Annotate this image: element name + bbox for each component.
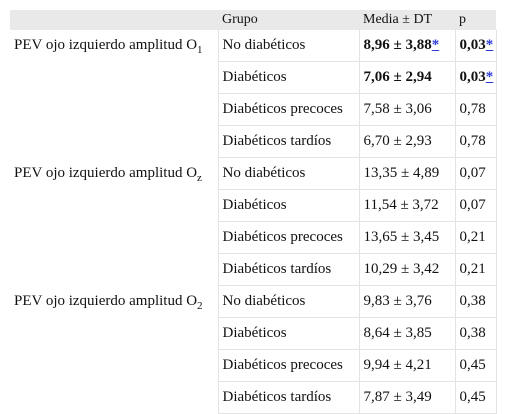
table-row: Diabéticos 8,64 ± 3,85 0,38	[10, 317, 497, 350]
table-row: Diabéticos precoces 13,65 ± 3,45 0,21	[10, 221, 497, 254]
p-value: 0,78	[459, 133, 486, 149]
p-value: 0,21	[459, 229, 486, 245]
p-cell: 0,03*	[454, 61, 497, 94]
p-value: 0,38	[459, 325, 486, 341]
table-row: Diabéticos 11,54 ± 3,72 0,07	[10, 189, 497, 222]
p-value: 0,07	[459, 165, 486, 181]
p-value: 0,45	[459, 389, 486, 405]
measure-label-cell: PEV ojo izquierdo amplitud O2	[10, 286, 218, 414]
table-row: Diabéticos 7,06 ± 2,94 0,03*	[10, 61, 497, 94]
header-grupo: Grupo	[218, 10, 359, 30]
p-cell: 0,38	[454, 317, 497, 350]
media-cell: 10,29 ± 3,42	[358, 253, 455, 286]
group-cell: Diabéticos tardíos	[217, 381, 359, 414]
media-significance-link[interactable]: *	[431, 37, 440, 53]
media-cell: 7,58 ± 3,06	[358, 93, 455, 126]
table-body: PEV ojo izquierdo amplitud O1 No diabétic…	[10, 30, 497, 414]
table-row: PEV ojo izquierdo amplitud Oz No diabétic…	[10, 157, 497, 190]
header-blank	[10, 10, 218, 30]
group-cell: No diabéticos	[217, 285, 359, 318]
media-cell: 8,96 ± 3,88*	[358, 30, 455, 62]
group-cell: Diabéticos	[217, 189, 359, 222]
table-row: Diabéticos tardíos 10,29 ± 3,42 0,21	[10, 253, 497, 286]
table-row: Diabéticos precoces 9,94 ± 4,21 0,45	[10, 349, 497, 382]
media-value: 8,96 ± 3,88	[363, 37, 432, 53]
header-media: Media ± DT	[359, 10, 455, 30]
group-cell: Diabéticos precoces	[217, 221, 359, 254]
measure-label-subscript: 2	[197, 299, 203, 312]
measure-label: PEV ojo izquierdo amplitud O	[14, 292, 198, 309]
p-significance-link[interactable]: *	[485, 37, 494, 53]
header-row: Grupo Media ± DT p	[10, 10, 496, 30]
p-cell: 0,78	[454, 93, 497, 126]
media-cell: 13,35 ± 4,89	[358, 157, 455, 190]
p-cell: 0,78	[454, 125, 497, 158]
table-row: PEV ojo izquierdo amplitud O1 No diabétic…	[10, 30, 497, 62]
measure-label: PEV ojo izquierdo amplitud O	[14, 164, 198, 181]
group-cell: Diabéticos	[217, 61, 359, 94]
p-cell: 0,21	[454, 253, 497, 286]
media-value: 13,65 ± 3,45	[363, 229, 440, 245]
media-cell: 11,54 ± 3,72	[358, 189, 455, 222]
media-value: 9,94 ± 4,21	[363, 357, 432, 373]
p-cell: 0,03*	[454, 30, 497, 62]
media-cell: 9,94 ± 4,21	[358, 349, 455, 382]
measure-label-subscript: z	[197, 171, 202, 184]
p-value: 0,38	[459, 293, 486, 309]
media-value: 7,87 ± 3,49	[363, 389, 432, 405]
media-value: 10,29 ± 3,42	[363, 261, 440, 277]
p-value: 0,03	[459, 37, 486, 53]
p-value: 0,78	[459, 101, 486, 117]
results-table: Grupo Media ± DT p PEV ojo izquierdo amp…	[10, 10, 497, 414]
table-row: Diabéticos precoces 7,58 ± 3,06 0,78	[10, 93, 497, 126]
p-cell: 0,07	[454, 189, 497, 222]
measure-label: PEV ojo izquierdo amplitud O	[14, 37, 198, 53]
p-value: 0,45	[459, 357, 486, 373]
p-value: 0,21	[459, 261, 486, 277]
p-cell: 0,45	[454, 381, 497, 414]
media-value: 6,70 ± 2,93	[363, 133, 432, 149]
measure-label-cell: PEV ojo izquierdo amplitud Oz	[10, 158, 218, 286]
media-value: 7,58 ± 3,06	[363, 101, 432, 117]
table-row: Diabéticos tardíos 6,70 ± 2,93 0,78	[10, 125, 497, 158]
group-cell: No diabéticos	[217, 157, 359, 190]
p-value: 0,03	[459, 69, 486, 85]
media-value: 9,83 ± 3,76	[363, 293, 432, 309]
group-cell: Diabéticos precoces	[217, 93, 359, 126]
media-value: 11,54 ± 3,72	[363, 197, 439, 213]
p-cell: 0,07	[454, 157, 497, 190]
media-cell: 8,64 ± 3,85	[358, 317, 455, 350]
media-cell: 13,65 ± 3,45	[358, 221, 455, 254]
group-cell: Diabéticos tardíos	[217, 125, 359, 158]
p-cell: 0,21	[454, 221, 497, 254]
group-cell: Diabéticos precoces	[217, 349, 359, 382]
p-value: 0,07	[459, 197, 486, 213]
p-significance-link[interactable]: *	[485, 69, 494, 85]
media-value: 8,64 ± 3,85	[363, 325, 432, 341]
p-cell: 0,45	[454, 349, 497, 382]
table-row: PEV ojo izquierdo amplitud O2 No diabétic…	[10, 285, 497, 318]
media-cell: 9,83 ± 3,76	[358, 285, 455, 318]
group-cell: Diabéticos	[217, 317, 359, 350]
media-cell: 6,70 ± 2,93	[358, 125, 455, 158]
header-p: p	[455, 10, 496, 30]
media-value: 13,35 ± 4,89	[363, 165, 440, 181]
group-cell: Diabéticos tardíos	[217, 253, 359, 286]
p-cell: 0,38	[454, 285, 497, 318]
media-cell: 7,06 ± 2,94	[358, 61, 455, 94]
group-cell: No diabéticos	[217, 30, 359, 62]
measure-label-cell: PEV ojo izquierdo amplitud O1	[10, 30, 218, 158]
measure-label-subscript: 1	[197, 44, 203, 56]
media-value: 7,06 ± 2,94	[363, 69, 432, 85]
media-cell: 7,87 ± 3,49	[358, 381, 455, 414]
